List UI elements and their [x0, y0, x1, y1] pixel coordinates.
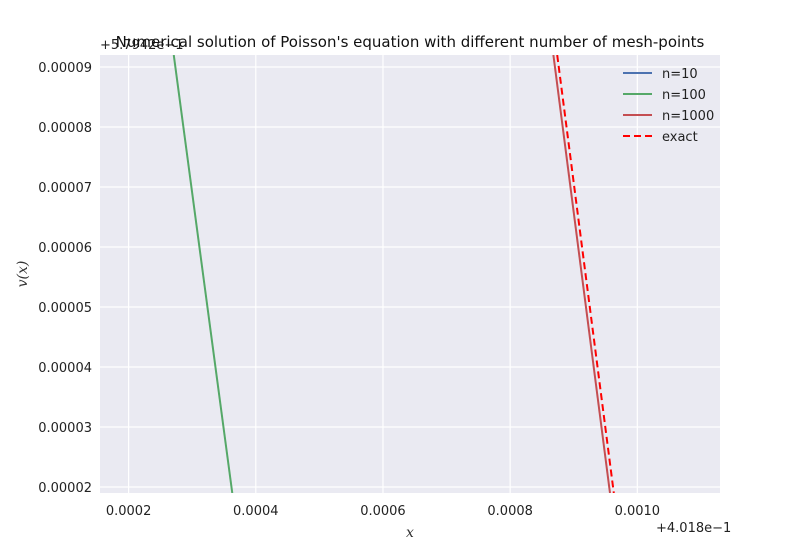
- x-tick-labels: 0.0002 0.0004 0.0006 0.0008 0.0010: [106, 504, 660, 519]
- grid: [100, 55, 720, 493]
- chart-title: Numerical solution of Poisson's equation…: [116, 33, 705, 51]
- y-tick-label: 0.00003: [38, 421, 92, 436]
- y-tick-label: 0.00006: [38, 241, 92, 256]
- y-tick-labels: 0.00002 0.00003 0.00004 0.00005 0.00006 0.000…: [38, 61, 92, 496]
- series-line-n-1000: [552, 55, 611, 493]
- y-tick-label: 0.00004: [38, 361, 92, 376]
- x-tick-label: 0.0002: [106, 504, 152, 519]
- x-tick-label: 0.0006: [360, 504, 406, 519]
- y-offset-label: +5.7942e−1: [100, 38, 184, 53]
- legend-label: n=100: [662, 88, 706, 103]
- series-lines: [172, 55, 615, 493]
- x-tick-label: 0.0004: [233, 504, 279, 519]
- series-line-exact: [556, 55, 615, 493]
- x-tick-label: 0.0008: [487, 504, 533, 519]
- x-tick-label: 0.0010: [615, 504, 661, 519]
- y-tick-label: 0.00007: [38, 181, 92, 196]
- y-axis-label: v(x): [15, 261, 31, 288]
- legend-label: n=1000: [662, 109, 714, 124]
- legend: n=10 n=100 n=1000 exact: [623, 67, 714, 145]
- x-offset-label: +4.018e−1: [656, 521, 731, 536]
- series-line-n-100: [172, 55, 234, 493]
- legend-label: n=10: [662, 67, 698, 82]
- y-tick-label: 0.00002: [38, 481, 92, 496]
- y-tick-label: 0.00008: [38, 121, 92, 136]
- y-tick-label: 0.00009: [38, 61, 92, 76]
- y-tick-label: 0.00005: [38, 301, 92, 316]
- x-axis-label: x: [406, 525, 414, 541]
- legend-label: exact: [662, 130, 698, 145]
